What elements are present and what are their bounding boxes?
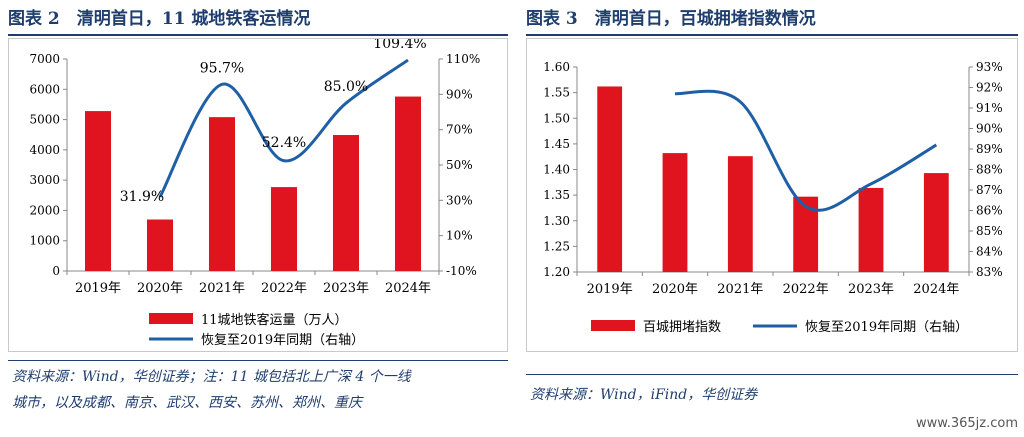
right-source-note: 资料来源：Wind，iFind，华创证券 — [530, 382, 1016, 408]
x-tick-label: 2019年 — [75, 281, 121, 296]
left-title-rule — [8, 34, 508, 36]
bar-2024年 — [923, 173, 949, 272]
left-y-tick-label: 1000 — [29, 234, 60, 248]
right-y-tick-label: 91% — [976, 101, 1003, 115]
right-y-tick-label: 93% — [976, 60, 1003, 74]
right-y-tick-label: -10% — [446, 264, 477, 278]
left-y-tick-label: 3000 — [29, 173, 60, 187]
congestion-index-chart: 1.20 1.25 1.30 1.35 1.40 1.45 1.50 1.55 1.60 83% 8… — [543, 60, 1003, 335]
right-chart-title: 图表 3 清明首日，百城拥堵指数情况 — [526, 9, 816, 29]
left-y-tick-label: 5000 — [29, 113, 60, 127]
right-y-tick-label: 10% — [446, 229, 473, 243]
left-source-rule — [8, 360, 508, 361]
bar-2024年 — [394, 96, 422, 271]
left-y-tick-label: 1.25 — [543, 239, 570, 253]
right-title-rule — [526, 34, 1018, 36]
bar-2020年 — [662, 153, 688, 272]
left-y-tick-label: 7000 — [29, 52, 60, 66]
line-data-label: 85.0% — [324, 79, 368, 95]
left-y-tick-label: 6000 — [29, 82, 60, 96]
x-tick-label: 2021年 — [717, 282, 763, 297]
bar-2019年 — [84, 111, 112, 271]
bar-2023年 — [858, 187, 884, 272]
bar-2021年 — [208, 117, 236, 271]
x-tick-label: 2024年 — [913, 282, 959, 297]
right-y-tick-label: 84% — [976, 245, 1003, 259]
metro-ridership-chart: 0 1000 2000 3000 4000 5000 6000 7000 -10% 10% 30% 5… — [29, 36, 480, 348]
line-data-label: 52.4% — [262, 135, 306, 151]
left-source-note: 资料来源：Wind，华创证券；注：11 城包括北上广深 4 个一线 城市，以及成… — [12, 364, 508, 416]
left-y-tick-label: 4000 — [29, 143, 60, 157]
bar-2019年 — [597, 86, 623, 272]
x-tick-label: 2020年 — [652, 282, 698, 297]
line-data-label: 31.9% — [120, 189, 164, 205]
bar-2023年 — [332, 135, 360, 271]
left-source-line1: 资料来源：Wind，华创证券；注：11 城包括北上广深 4 个一线 — [12, 369, 411, 385]
legend-bar-label: 11城地铁客运量（万人） — [201, 312, 348, 328]
right-y-tick-label: 70% — [446, 123, 473, 137]
right-y-tick-label: 87% — [976, 183, 1003, 197]
left-y-tick-label: 1.55 — [543, 86, 570, 100]
x-tick-label: 2024年 — [385, 281, 431, 296]
left-chart-frame: 0 1000 2000 3000 4000 5000 6000 7000 -10% 10% 30% 5… — [8, 36, 508, 352]
right-source-rule — [526, 374, 1018, 375]
bar-2020年 — [146, 219, 174, 271]
x-tick-label: 2022年 — [783, 282, 829, 297]
right-y-tick-label: 85% — [976, 224, 1003, 238]
right-y-tick-label: 89% — [976, 142, 1003, 156]
left-chart-title: 图表 2 清明首日，11 城地铁客运情况 — [8, 9, 311, 29]
recovery-line — [158, 58, 409, 198]
x-tick-label: 2022年 — [261, 281, 307, 296]
right-y-tick-label: 88% — [976, 163, 1003, 177]
right-y-tick-label: 50% — [446, 158, 473, 172]
right-source-line1: 资料来源：Wind，iFind，华创证券 — [530, 387, 758, 403]
left-y-tick-label: 1.50 — [543, 111, 570, 125]
legend-bar-label: 百城拥堵指数 — [643, 320, 721, 335]
left-y-tick-label: 2000 — [29, 203, 60, 217]
line-data-label: 95.7% — [200, 60, 244, 76]
left-y-tick-label: 1.45 — [543, 137, 570, 151]
legend-bar-swatch — [149, 313, 193, 324]
left-y-tick-label: 1.60 — [543, 60, 570, 74]
recovery-line — [674, 89, 938, 212]
left-source-line2: 城市，以及成都、南京、武汉、西安、苏州、郑州、重庆 — [12, 395, 362, 411]
right-y-tick-label: 92% — [976, 81, 1003, 95]
right-y-tick-label: 110% — [446, 52, 480, 66]
x-tick-label: 2021年 — [199, 281, 245, 296]
right-chart-frame: 1.20 1.25 1.30 1.35 1.40 1.45 1.50 1.55 1.60 83% 8… — [526, 38, 1018, 352]
x-tick-label: 2023年 — [323, 281, 369, 296]
x-tick-label: 2019年 — [587, 282, 633, 297]
right-y-tick-label: 30% — [446, 193, 473, 207]
bar-2022年 — [270, 187, 298, 271]
left-y-tick-label: 1.40 — [543, 163, 570, 177]
right-y-tick-label: 90% — [976, 122, 1003, 136]
site-watermark: www.365jz.com — [916, 416, 1018, 431]
left-y-tick-label: 1.20 — [543, 265, 570, 279]
legend-line-label: 恢复至2019年同期（右轴） — [805, 320, 968, 335]
right-y-tick-label: 83% — [976, 265, 1003, 279]
right-y-tick-label: 86% — [976, 204, 1003, 218]
x-tick-label: 2023年 — [848, 282, 894, 297]
bar-2021年 — [727, 156, 753, 272]
right-y-tick-label: 90% — [446, 87, 473, 101]
x-tick-label: 2020年 — [137, 281, 183, 296]
line-data-label: 109.4% — [373, 39, 426, 52]
left-y-tick-label: 1.35 — [543, 188, 570, 202]
left-y-tick-label: 0 — [52, 264, 60, 278]
legend-line-label: 恢复至2019年同期（右轴） — [201, 333, 364, 348]
left-y-tick-label: 1.30 — [543, 214, 570, 228]
legend-bar-swatch — [591, 320, 635, 331]
